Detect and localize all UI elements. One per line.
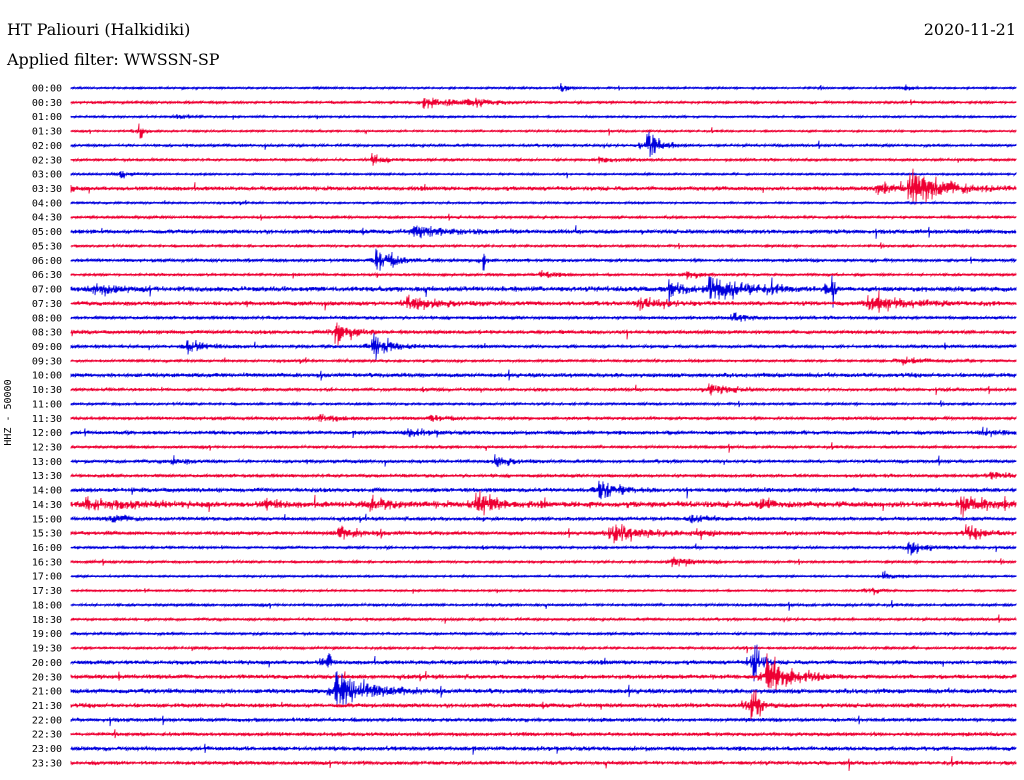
row-time-label: 15:00 [32,514,62,525]
row-time-label: 05:30 [32,241,62,252]
seismic-trace-2130 [70,689,1017,720]
seismic-trace-2100 [70,671,1017,706]
seismic-trace-0200 [70,131,1017,157]
row-time-label: 09:30 [32,356,62,367]
seismic-trace-1600 [70,541,1017,556]
row-time-label: 19:00 [32,629,62,640]
row-time-label: 13:00 [32,457,62,468]
row-time-label: 02:30 [32,155,62,166]
row-time-label: 07:00 [32,285,62,296]
seismic-trace-1730 [70,587,1017,596]
row-time-label: 07:30 [32,299,62,310]
row-time-label: 14:30 [32,500,62,511]
row-time-label: 02:00 [32,141,62,152]
row-time-label: 20:30 [32,672,62,683]
row-time-label: 11:00 [32,399,62,410]
seismic-trace-1930 [70,644,1017,654]
row-time-label: 12:00 [32,428,62,439]
row-time-label: 18:00 [32,600,62,611]
row-time-label: 18:30 [32,615,62,626]
row-time-label: 13:30 [32,471,62,482]
row-time-label: 01:00 [32,112,62,123]
row-time-label: 01:30 [32,127,62,138]
row-time-label: 21:30 [32,701,62,712]
row-time-label: 20:00 [32,658,62,669]
row-time-label: 23:30 [32,758,62,769]
row-time-label: 12:30 [32,443,62,454]
seismic-trace-0730 [70,290,1017,313]
row-time-label: 10:00 [32,371,62,382]
row-time-label: 00:30 [32,98,62,109]
row-time-label: 16:00 [32,543,62,554]
station-title: HT Paliouri (Halkidiki) [7,20,191,39]
seismic-trace-2300 [70,743,1017,755]
row-time-label: 06:00 [32,256,62,267]
row-time-label: 03:30 [32,184,62,195]
row-time-label: 17:30 [32,586,62,597]
row-time-label: 11:30 [32,414,62,425]
seismic-trace-2200 [70,715,1017,727]
row-time-label: 19:30 [32,644,62,655]
seismic-trace-0800 [70,312,1017,322]
row-time-label: 08:00 [32,313,62,324]
row-time-label: 22:30 [32,730,62,741]
date-label: 2020-11-21 [923,20,1016,39]
row-labels: 00:00 00:30 01:00 01:30 02:00 02:30 03:00 03:30… [32,84,62,770]
seismic-trace-1700 [70,570,1017,580]
row-time-label: 08:30 [32,328,62,339]
seismic-trace-0600 [70,248,1017,271]
row-time-label: 22:00 [32,715,62,726]
row-time-label: 14:00 [32,486,62,497]
filter-label: Applied filter: WWSSN-SP [7,50,220,69]
seismic-trace-0830 [70,322,1017,346]
row-time-label: 06:30 [32,270,62,281]
row-time-label: 16:30 [32,557,62,568]
row-time-label: 05:00 [32,227,62,238]
row-time-label: 03:00 [32,170,62,181]
seismic-trace-0030 [70,97,1017,109]
row-time-label: 23:00 [32,744,62,755]
row-time-label: 10:30 [32,385,62,396]
row-time-label: 09:00 [32,342,62,353]
row-time-label: 21:00 [32,687,62,698]
row-time-label: 04:00 [32,198,62,209]
row-time-label: 00:00 [32,84,62,95]
seismic-traces [70,83,1017,771]
seismic-trace-1300 [70,454,1017,468]
seismic-trace-2030 [70,653,1017,691]
row-time-label: 17:00 [32,572,62,583]
row-time-label: 15:30 [32,529,62,540]
row-time-label: 04:30 [32,213,62,224]
